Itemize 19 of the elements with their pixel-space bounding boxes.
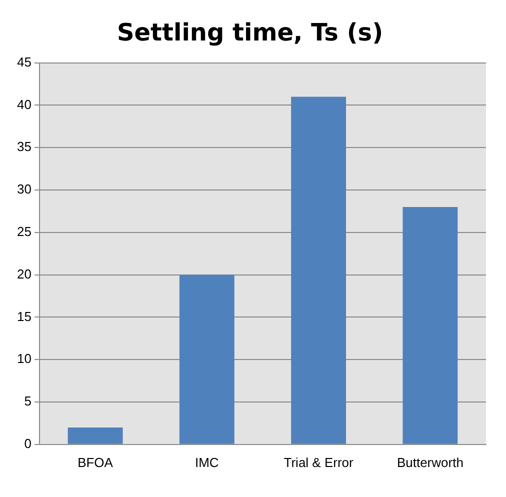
y-tick-label: 40 <box>16 96 32 112</box>
x-tick-label: Butterworth <box>396 454 464 470</box>
chart-title: Settling time, Ts (s) <box>116 18 384 47</box>
bar <box>291 96 346 444</box>
bar <box>179 274 234 444</box>
y-tick-label: 0 <box>24 436 32 451</box>
y-tick-label: 35 <box>16 139 32 154</box>
y-tick-label: 25 <box>16 224 32 239</box>
bar <box>402 206 458 444</box>
x-tick-label: IMC <box>194 454 219 470</box>
y-tick-label: 20 <box>16 266 32 282</box>
x-tick-label: Trial & Error <box>284 454 354 470</box>
y-tick-label: 5 <box>24 394 32 409</box>
x-tick-label: BFOA <box>78 454 114 470</box>
y-tick-label: 15 <box>16 308 32 324</box>
y-tick-label: 45 <box>16 54 32 70</box>
y-tick-label: 10 <box>16 351 32 366</box>
y-tick-label: 30 <box>16 182 32 197</box>
bar <box>68 427 123 444</box>
